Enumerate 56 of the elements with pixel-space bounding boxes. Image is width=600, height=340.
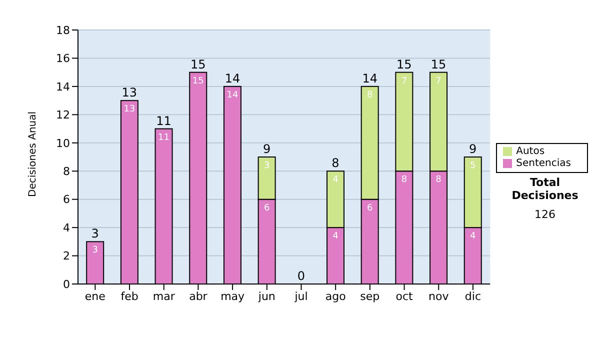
x-tick-label: dic bbox=[464, 290, 481, 303]
x-tick-label: oct bbox=[396, 290, 414, 303]
x-tick-label: nov bbox=[428, 290, 450, 303]
text: 126 bbox=[534, 208, 556, 221]
x-tick-label: abr bbox=[189, 290, 208, 303]
y-tick-label: 12 bbox=[56, 108, 70, 122]
x-tick-label: sep bbox=[360, 290, 380, 303]
data-label: 14 bbox=[226, 90, 238, 100]
y-tick-label: 2 bbox=[63, 250, 70, 263]
legend-label: Autos bbox=[516, 146, 545, 157]
legend-label: Sentencias bbox=[516, 158, 571, 169]
total-label: 8 bbox=[332, 156, 340, 170]
y-tick-label: 8 bbox=[63, 165, 70, 178]
x-tick-label: may bbox=[220, 290, 246, 303]
data-label: 11 bbox=[158, 132, 170, 143]
total-label: 15 bbox=[430, 57, 446, 72]
data-label: 8 bbox=[401, 175, 408, 186]
total-label: 15 bbox=[190, 57, 206, 72]
x-tick-label: jun bbox=[257, 290, 276, 303]
x-tick-label: jul bbox=[294, 290, 308, 303]
x-tick-label: feb bbox=[120, 290, 138, 303]
text: Total Decisiones bbox=[510, 176, 580, 202]
y-axis-title: Decisiones Anual bbox=[28, 111, 39, 197]
total-label: 11 bbox=[156, 114, 172, 128]
data-label: 5 bbox=[470, 161, 476, 171]
y-tick-label: 16 bbox=[56, 52, 70, 66]
total-label: 14 bbox=[224, 71, 240, 86]
total-label: 15 bbox=[396, 57, 412, 72]
total-label: 13 bbox=[122, 86, 138, 100]
data-label: 8 bbox=[366, 90, 373, 100]
data-label: 8 bbox=[436, 175, 442, 186]
data-label: 3 bbox=[92, 246, 98, 256]
data-label: 15 bbox=[192, 76, 204, 86]
total-label: 9 bbox=[469, 142, 477, 156]
data-label: 4 bbox=[332, 232, 339, 242]
total-label: 3 bbox=[91, 226, 99, 241]
data-label: 4 bbox=[332, 175, 339, 186]
data-label: 13 bbox=[124, 104, 136, 115]
total-label: 0 bbox=[297, 269, 305, 283]
y-tick-label: 4 bbox=[63, 221, 70, 234]
x-tick-label: ago bbox=[325, 290, 346, 303]
y-tick-label: 6 bbox=[63, 193, 70, 206]
y-tick-label: 0 bbox=[63, 278, 70, 291]
data-label: 7 bbox=[436, 76, 442, 86]
total-label: 14 bbox=[362, 71, 378, 86]
y-tick-label: 14 bbox=[56, 80, 70, 94]
data-label: 7 bbox=[401, 76, 408, 86]
total-label: 9 bbox=[262, 142, 271, 156]
y-tick-label: 18 bbox=[56, 24, 70, 37]
x-tick-label: ene bbox=[84, 290, 106, 303]
x-tick-label: mar bbox=[152, 290, 176, 303]
data-label: 6 bbox=[264, 203, 270, 214]
data-label: 6 bbox=[366, 203, 373, 214]
y-tick-label: 10 bbox=[56, 136, 70, 150]
data-label: 3 bbox=[264, 161, 270, 171]
data-label: 4 bbox=[470, 232, 476, 242]
